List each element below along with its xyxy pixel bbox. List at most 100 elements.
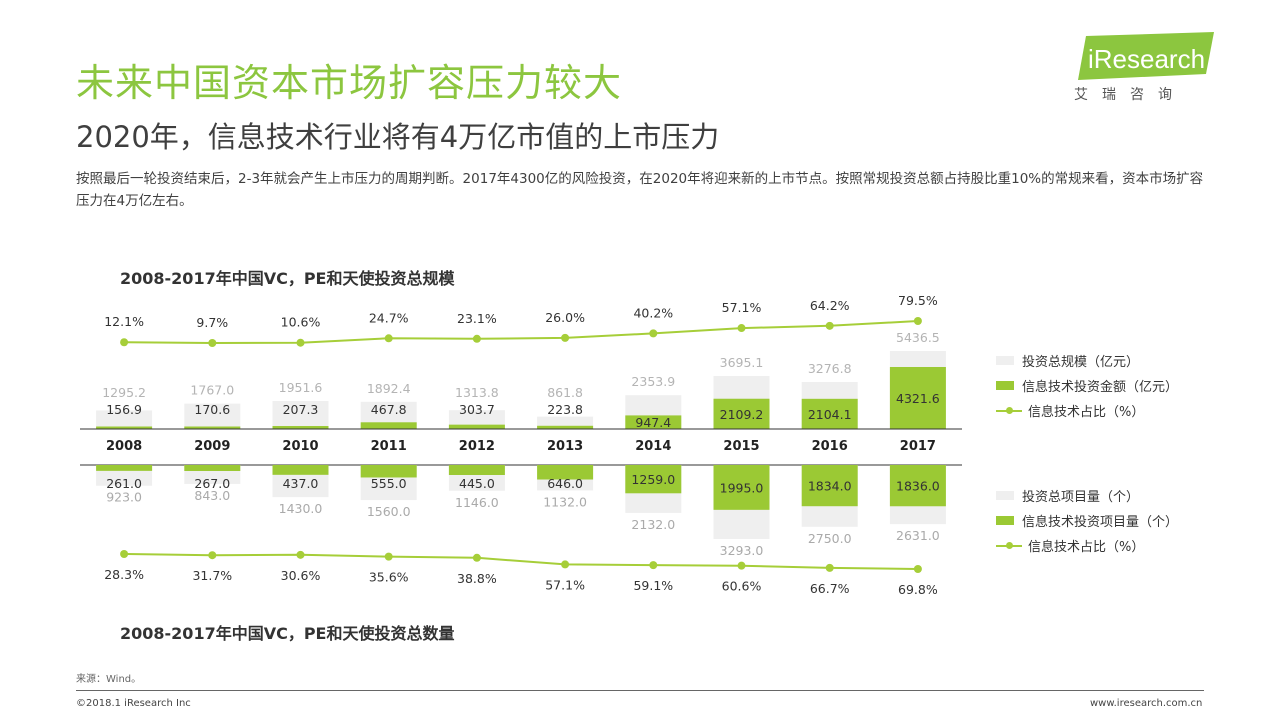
legend-swatch-line xyxy=(996,406,1022,415)
label-it-ratio-count-2016: 66.7% xyxy=(810,581,850,596)
label-it-ratio-amount-2009: 9.7% xyxy=(196,315,228,330)
label-total-count-2015: 3293.0 xyxy=(720,543,764,558)
label-it-ratio-count-2011: 35.6% xyxy=(369,570,409,585)
bar-it-count-2010 xyxy=(272,465,329,475)
label-it-amount-2012: 303.7 xyxy=(459,402,495,417)
bar-it-amount-2009 xyxy=(184,426,241,429)
label-total-count-2016: 2750.0 xyxy=(808,531,852,546)
page-title: 未来中国资本市场扩容压力较大 xyxy=(76,61,623,105)
legend-item-it-ratio: 信息技术占比（%） xyxy=(996,398,1178,423)
source-note: 来源：Wind。 xyxy=(76,674,142,685)
point-it-ratio-count-2017 xyxy=(913,565,922,573)
bar-it-amount-2010 xyxy=(272,426,329,429)
label-it-count-2011: 555.0 xyxy=(371,476,407,491)
bar-it-count-2013 xyxy=(537,465,594,480)
label-it-amount-2010: 207.3 xyxy=(283,402,319,417)
point-it-ratio-count-2014 xyxy=(649,561,658,570)
bar-it-amount-2011 xyxy=(360,422,417,429)
bar-it-count-2016 xyxy=(801,465,858,507)
legend-label: 信息技术占比（%） xyxy=(1028,405,1145,420)
bar-total-amount-2009 xyxy=(184,403,241,429)
bar-it-amount-2008 xyxy=(96,426,153,429)
legend-item-it-amount: 信息技术投资金额（亿元） xyxy=(996,373,1178,398)
svg-text:iResearch: iResearch xyxy=(1088,44,1205,74)
label-it-amount-2017: 4321.6 xyxy=(896,391,940,406)
label-it-count-2008: 261.0 xyxy=(106,476,142,491)
x-tick-label-2012: 2012 xyxy=(459,439,495,454)
legend-bottom: 投资总项目量（个） 信息技术投资项目量（个） 信息技术占比（%） xyxy=(996,483,1178,558)
legend-label: 信息技术投资项目量（个） xyxy=(1022,515,1179,530)
point-it-ratio-count-2010 xyxy=(296,550,305,559)
website-link[interactable]: www.iresearch.com.cn xyxy=(1090,698,1203,709)
label-it-ratio-amount-2017: 79.5% xyxy=(898,293,938,308)
label-it-amount-2015: 2109.2 xyxy=(720,407,764,422)
label-it-ratio-count-2008: 28.3% xyxy=(104,567,144,582)
label-it-ratio-amount-2008: 12.1% xyxy=(104,314,144,329)
label-it-amount-2016: 2104.1 xyxy=(808,407,852,422)
point-it-ratio-amount-2014 xyxy=(649,329,658,338)
point-it-ratio-amount-2012 xyxy=(472,334,481,343)
bar-it-count-2008 xyxy=(96,465,153,471)
legend-item-it-ratio: 信息技术占比（%） xyxy=(996,533,1178,558)
point-it-ratio-amount-2011 xyxy=(384,334,393,343)
label-it-count-2014: 1259.0 xyxy=(631,472,675,487)
legend-label: 信息技术投资金额（亿元） xyxy=(1022,380,1179,395)
label-total-count-2013: 1132.0 xyxy=(543,494,587,509)
point-it-ratio-amount-2008 xyxy=(120,338,129,347)
x-tick-label-2010: 2010 xyxy=(282,439,318,454)
bar-it-count-2014 xyxy=(625,465,682,494)
label-it-amount-2013: 223.8 xyxy=(547,402,583,417)
label-it-count-2016: 1834.0 xyxy=(808,479,852,494)
label-total-amount-2014: 2353.9 xyxy=(631,374,675,389)
point-it-ratio-amount-2015 xyxy=(737,324,746,333)
label-total-amount-2010: 1951.6 xyxy=(279,380,323,395)
x-tick-label-2009: 2009 xyxy=(194,439,230,454)
label-total-amount-2017: 5436.5 xyxy=(896,330,940,345)
x-tick-label-2015: 2015 xyxy=(723,439,759,454)
point-it-ratio-count-2009 xyxy=(208,551,217,560)
point-it-ratio-count-2012 xyxy=(472,553,481,562)
legend-swatch-green xyxy=(996,381,1014,390)
point-it-ratio-amount-2010 xyxy=(296,338,305,347)
label-it-count-2013: 646.0 xyxy=(547,476,583,491)
label-total-count-2011: 1560.0 xyxy=(367,504,411,519)
x-tick-label-2011: 2011 xyxy=(371,439,407,454)
point-it-ratio-amount-2017 xyxy=(913,317,922,325)
bar-total-amount-2008 xyxy=(96,410,153,429)
bar-it-amount-2013 xyxy=(537,425,594,429)
bar-it-amount-2014 xyxy=(625,415,682,429)
chart-title-investment-count: 2008-2017年中国VC，PE和天使投资总数量 xyxy=(120,624,455,643)
bar-total-amount-2012 xyxy=(448,410,505,429)
x-tick-label-2017: 2017 xyxy=(900,439,936,454)
label-total-amount-2013: 861.8 xyxy=(547,385,583,400)
legend-swatch-gray xyxy=(996,491,1014,500)
label-it-ratio-amount-2010: 10.6% xyxy=(281,315,321,330)
label-total-amount-2016: 3276.8 xyxy=(808,361,852,376)
line-it-ratio-count xyxy=(124,553,918,570)
point-it-ratio-amount-2009 xyxy=(208,339,217,347)
x-tick-label-2016: 2016 xyxy=(812,439,848,454)
label-it-amount-2009: 170.6 xyxy=(194,402,230,417)
label-total-amount-2011: 1892.4 xyxy=(367,381,411,396)
legend-swatch-line xyxy=(996,541,1022,550)
line-it-ratio-amount xyxy=(124,320,918,345)
point-it-ratio-count-2016 xyxy=(825,563,834,572)
point-it-ratio-amount-2013 xyxy=(561,333,570,342)
label-it-ratio-amount-2013: 26.0% xyxy=(545,310,585,325)
label-it-count-2017: 1836.0 xyxy=(896,479,940,494)
label-it-amount-2014: 947.4 xyxy=(635,415,671,430)
label-it-ratio-amount-2012: 23.1% xyxy=(457,311,497,326)
bar-it-count-2017 xyxy=(889,465,946,507)
label-total-amount-2015: 3695.1 xyxy=(720,355,764,370)
legend-top: 投资总规模（亿元） 信息技术投资金额（亿元） 信息技术占比（%） xyxy=(996,348,1178,423)
label-it-ratio-amount-2014: 40.2% xyxy=(633,305,673,320)
legend-label: 投资总规模（亿元） xyxy=(1022,355,1140,370)
label-total-count-2012: 1146.0 xyxy=(455,495,499,510)
bar-it-amount-2012 xyxy=(448,424,505,429)
label-it-count-2015: 1995.0 xyxy=(720,480,764,495)
bar-it-amount-2015 xyxy=(713,398,770,429)
label-it-count-2009: 267.0 xyxy=(194,476,230,491)
label-it-amount-2011: 467.8 xyxy=(371,402,407,417)
bar-it-count-2011 xyxy=(360,465,417,478)
